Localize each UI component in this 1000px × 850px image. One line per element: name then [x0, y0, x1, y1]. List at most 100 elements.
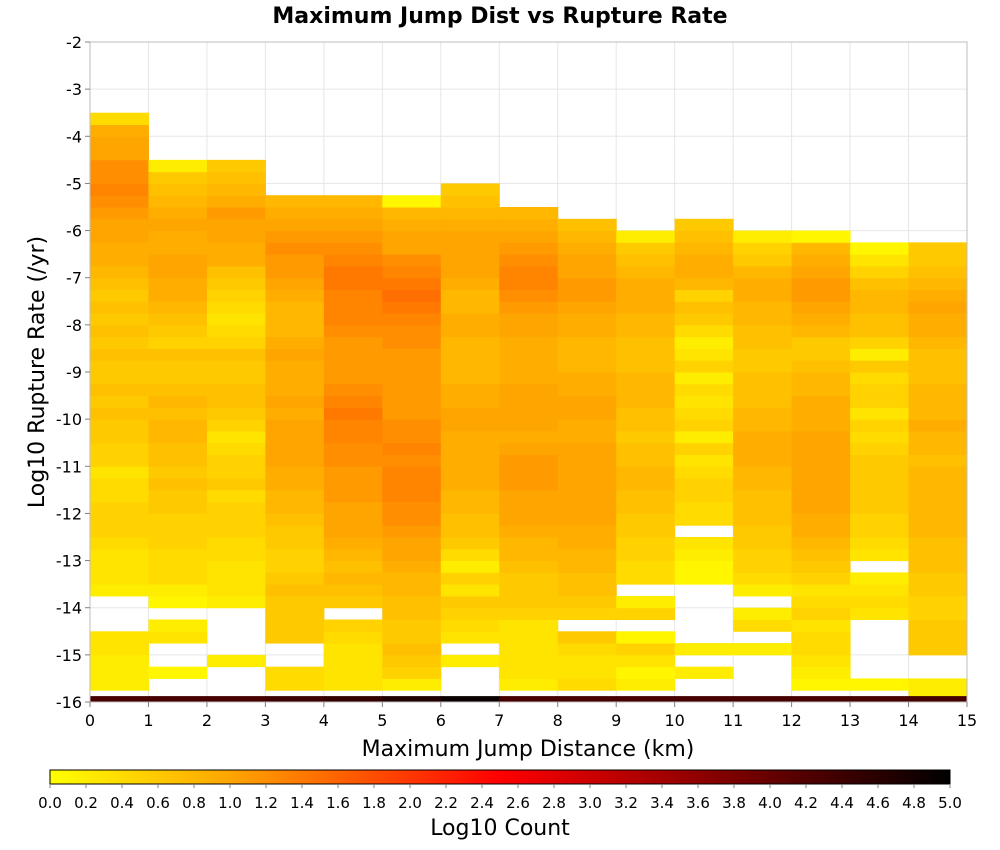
y-tick-label: -15	[56, 646, 82, 665]
heatmap-cell	[850, 595, 910, 609]
x-tick-label: 9	[611, 711, 621, 730]
heatmap-cell	[616, 478, 676, 491]
heatmap-cell	[850, 525, 910, 538]
y-tick-label: -13	[56, 552, 82, 571]
heatmap-cell	[908, 242, 968, 255]
heatmap-cell	[791, 324, 851, 338]
heatmap-cell	[323, 442, 383, 455]
heatmap-cell	[90, 348, 149, 361]
heatmap-cell	[382, 466, 442, 479]
heatmap-cell	[206, 489, 266, 503]
heatmap-cell	[265, 537, 325, 550]
heatmap-cell	[616, 513, 676, 526]
heatmap-cell	[440, 430, 500, 444]
colorbar	[49, 769, 951, 785]
heatmap-cell	[440, 654, 500, 668]
heatmap-cell	[206, 360, 266, 373]
heatmap-cell	[499, 442, 559, 455]
heatmap-cell	[850, 442, 910, 455]
heatmap-cell	[323, 454, 383, 467]
heatmap-cell	[323, 560, 383, 573]
heatmap-cell	[206, 595, 266, 609]
heatmap-cell	[206, 372, 266, 385]
heatmap-cell	[323, 513, 383, 526]
heatmap-cell	[440, 207, 500, 220]
heatmap-cell	[382, 372, 442, 385]
heatmap-cell	[557, 489, 617, 503]
heatmap-cell	[148, 537, 208, 550]
heatmap-cell	[265, 442, 325, 455]
heatmap-cell	[908, 336, 968, 349]
heatmap-cell	[440, 265, 500, 279]
heatmap-cell	[440, 242, 500, 255]
heatmap-cell	[206, 454, 266, 467]
colorbar-tick-label: 5.0	[938, 794, 962, 812]
heatmap-cell	[499, 525, 559, 538]
heatmap-cell	[382, 572, 442, 585]
heatmap-cell	[90, 419, 149, 432]
heatmap-cell	[733, 419, 793, 432]
heatmap-cell	[733, 289, 793, 302]
heatmap-cell	[791, 560, 851, 573]
heatmap-cell	[382, 595, 442, 609]
heatmap-cell	[440, 407, 500, 420]
heatmap-cell	[90, 548, 149, 562]
heatmap-cell	[382, 607, 442, 620]
heatmap-cell	[265, 407, 325, 420]
heatmap-cell	[148, 442, 208, 455]
heatmap-cell	[265, 254, 325, 267]
heatmap-cell	[148, 289, 208, 302]
heatmap-cell	[148, 207, 208, 220]
x-tick-label: 12	[781, 711, 801, 730]
heatmap-cell	[616, 301, 676, 314]
heatmap-cell	[499, 360, 559, 373]
heatmap-cell	[323, 489, 383, 503]
heatmap-cell	[90, 183, 149, 196]
heatmap-cell	[265, 277, 325, 290]
heatmap-cell	[674, 666, 734, 679]
heatmap-cell	[850, 395, 910, 408]
heatmap-cell	[382, 537, 442, 550]
heatmap-cell	[499, 324, 559, 338]
colorbar-tick-label: 2.0	[398, 794, 422, 812]
heatmap-cell	[382, 230, 442, 243]
heatmap-cell	[499, 584, 559, 597]
heatmap-cell	[499, 407, 559, 420]
heatmap-cell	[733, 395, 793, 408]
heatmap-cell	[90, 148, 149, 161]
heatmap-cell	[616, 360, 676, 373]
heatmap-cell	[791, 678, 851, 691]
heatmap-cell	[382, 654, 442, 668]
heatmap-cell	[323, 348, 383, 361]
heatmap-cell	[265, 548, 325, 562]
heatmap-cell	[850, 348, 910, 361]
heatmap-cell	[733, 230, 793, 243]
heatmap-cell	[148, 513, 208, 526]
heatmap-cell	[499, 207, 559, 220]
heatmap-cell	[206, 537, 266, 550]
heatmap-cell	[382, 631, 442, 644]
heatmap-cell	[90, 407, 149, 420]
heatmap-cell	[908, 383, 968, 397]
heatmap-cell	[499, 537, 559, 550]
heatmap-cell	[733, 277, 793, 290]
heatmap-cell	[499, 395, 559, 408]
heatmap-cell	[323, 218, 383, 232]
heatmap-cell	[90, 395, 149, 408]
heatmap-cell	[265, 395, 325, 408]
heatmap-cell	[323, 619, 383, 632]
heatmap-cell	[908, 631, 968, 644]
heatmap-cell	[733, 442, 793, 455]
heatmap-cell	[323, 383, 383, 397]
heatmap-cell	[674, 242, 734, 255]
heatmap-cell	[791, 607, 851, 620]
heatmap-cell	[148, 572, 208, 585]
heatmap-cell	[323, 678, 383, 691]
heatmap-cell	[440, 525, 500, 538]
heatmap-cell	[440, 383, 500, 397]
heatmap-cell	[265, 289, 325, 302]
heatmap-cell	[323, 265, 383, 279]
heatmap-cell	[616, 501, 676, 514]
heatmap-cell	[440, 301, 500, 314]
heatmap-cell	[733, 466, 793, 479]
